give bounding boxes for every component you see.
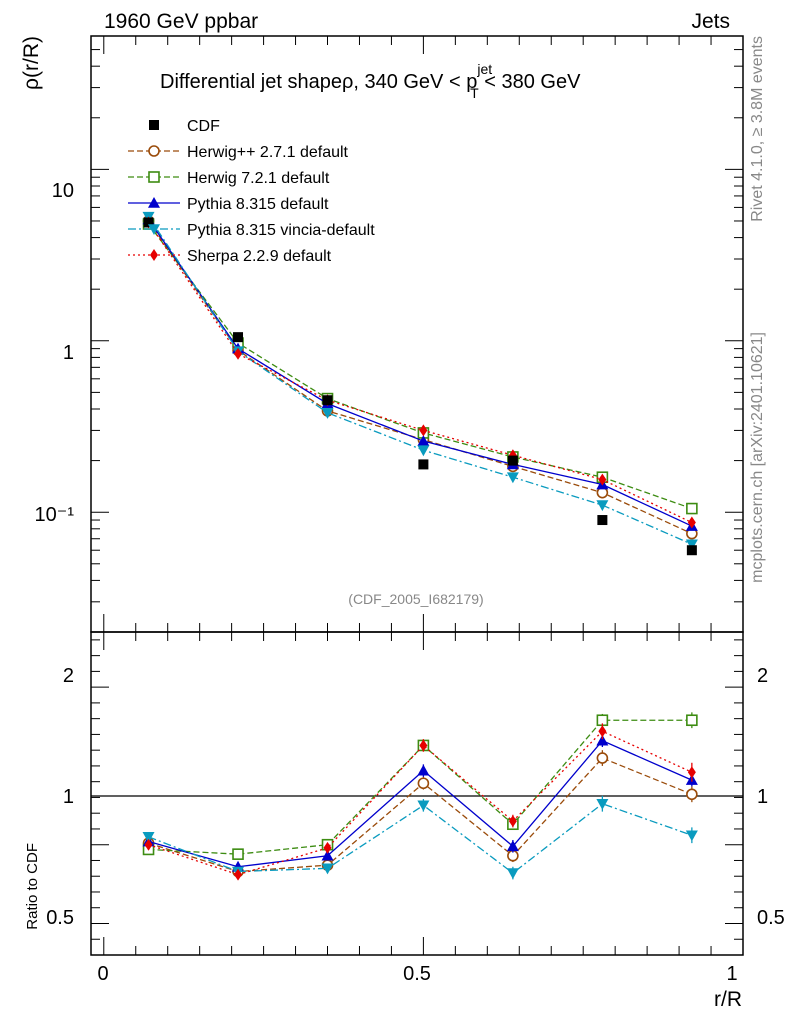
process-label: Jets bbox=[691, 10, 730, 33]
ratio-y-tick-label-right: 2 bbox=[757, 665, 768, 687]
ratio-series-marker bbox=[596, 752, 609, 764]
ratio-series-line bbox=[148, 803, 693, 874]
main-series-line bbox=[147, 216, 693, 545]
cdf-data-point bbox=[233, 332, 244, 343]
legend-symbol bbox=[148, 197, 160, 208]
ratio-y-tick-label-right: 0.5 bbox=[757, 907, 785, 929]
legend-symbol bbox=[148, 171, 160, 183]
ratio-series-marker bbox=[232, 848, 244, 860]
legend: CDF Herwig++ 2.7.1 default Herwig 7.2.1 … bbox=[128, 118, 375, 265]
main-series-marker bbox=[596, 500, 609, 512]
main-series-marker bbox=[506, 472, 519, 484]
main-series-marker bbox=[417, 445, 430, 457]
main-series-marker bbox=[687, 516, 696, 529]
cdf-data-point bbox=[143, 217, 154, 228]
x-tick-label: 0.5 bbox=[403, 963, 431, 985]
legend-symbol-cdf bbox=[149, 120, 159, 130]
main-y-tick-label: 10⁻¹ bbox=[35, 504, 75, 526]
ratio-series-marker bbox=[321, 863, 334, 875]
ratio-series-marker bbox=[598, 725, 607, 738]
x-tick-label: 0 bbox=[97, 963, 108, 985]
ratio-series-marker bbox=[596, 798, 609, 810]
ratio-series-marker bbox=[321, 849, 334, 861]
ratio-y-tick-label: 2 bbox=[63, 665, 74, 687]
title-subscript: T bbox=[470, 85, 479, 101]
main-series-line bbox=[147, 222, 693, 524]
x-tick-label: 1 bbox=[726, 963, 737, 985]
ratio-y-tick-label: 0.5 bbox=[46, 907, 74, 929]
cdf-data-point bbox=[322, 395, 333, 406]
title-superscript: jet bbox=[476, 61, 492, 77]
cdf-data-point bbox=[507, 455, 518, 466]
legend-symbol bbox=[150, 249, 158, 261]
main-y-tick-label: 1 bbox=[63, 342, 74, 364]
legend-label-herwig7: Herwig 7.2.1 default bbox=[187, 170, 330, 187]
ratio-series-marker bbox=[596, 734, 609, 746]
ratio-series-marker bbox=[686, 788, 698, 801]
main-series-marker bbox=[685, 539, 698, 551]
legend-label-pythia: Pythia 8.315 default bbox=[187, 196, 329, 213]
ratio-y-axis-label: Ratio to CDF bbox=[24, 843, 41, 930]
ratio-series-marker bbox=[506, 868, 519, 880]
ratio-series-marker bbox=[234, 868, 243, 881]
ratio-series-marker bbox=[142, 832, 155, 843]
cdf-data-point bbox=[686, 545, 697, 556]
axis-ticks bbox=[91, 35, 744, 955]
cdf-data-point bbox=[597, 515, 608, 526]
main-series-line bbox=[147, 220, 693, 535]
main-series-marker bbox=[417, 435, 430, 446]
ratio-series-marker bbox=[323, 841, 332, 854]
legend-label-cdf: CDF bbox=[187, 118, 220, 135]
energy-label: 1960 GeV ppbar bbox=[104, 10, 258, 33]
legend-symbol bbox=[148, 145, 160, 157]
legend-label-vincia: Pythia 8.315 vincia-default bbox=[187, 222, 375, 239]
ratio-series-marker bbox=[144, 838, 153, 851]
x-axis-label: r/R bbox=[714, 988, 742, 1011]
ratio-series-marker bbox=[508, 815, 517, 828]
main-y-axis-label: ρ(r/R) bbox=[20, 36, 43, 90]
legend-label-herwigpp: Herwig++ 2.7.1 default bbox=[187, 144, 349, 161]
ratio-series-marker bbox=[506, 840, 519, 852]
ratio-series-marker bbox=[687, 766, 696, 779]
ratio-series-marker bbox=[419, 739, 428, 752]
title-prefix: Differential jet shapeρ, 340 GeV < p bbox=[160, 71, 477, 93]
axis-tick-labels: 10⁻¹ 1 10 0.5 1 2 0.5 1 2 0 0.5 1 bbox=[35, 180, 785, 985]
main-series-line bbox=[147, 219, 693, 527]
rivet-version-label: Rivet 4.1.0, ≥ 3.8M events bbox=[749, 36, 766, 222]
cdf-data-point bbox=[418, 459, 429, 470]
main-series-group bbox=[142, 211, 698, 556]
ratio-series-marker bbox=[686, 714, 698, 727]
ratio-panel-frame bbox=[90, 631, 744, 956]
ratio-series-marker bbox=[417, 764, 430, 776]
main-y-tick-label: 10 bbox=[52, 180, 74, 202]
ratio-y-tick-label-right: 1 bbox=[757, 786, 768, 808]
ratio-y-tick-label: 1 bbox=[63, 786, 74, 808]
main-series-marker bbox=[686, 502, 698, 515]
analysis-id-label: (CDF_2005_I682179) bbox=[348, 591, 483, 607]
chart-title: Differential jet shapeρ, 340 GeV < pjet T… bbox=[160, 61, 581, 101]
ratio-series-marker bbox=[417, 800, 430, 812]
legend-symbol bbox=[148, 224, 160, 235]
main-series-marker bbox=[598, 473, 607, 486]
ratio-series-marker bbox=[417, 777, 430, 790]
legend-label-sherpa: Sherpa 2.2.9 default bbox=[187, 248, 332, 265]
main-series-marker bbox=[321, 408, 334, 419]
ratio-series-marker bbox=[685, 830, 698, 842]
main-series-marker bbox=[419, 424, 428, 437]
mcplots-label: mcplots.cern.ch [arXiv:2401.10621] bbox=[749, 332, 766, 583]
ratio-series-group bbox=[142, 712, 698, 881]
main-series-marker bbox=[234, 347, 243, 360]
title-suffix: < 380 GeV bbox=[479, 71, 581, 93]
